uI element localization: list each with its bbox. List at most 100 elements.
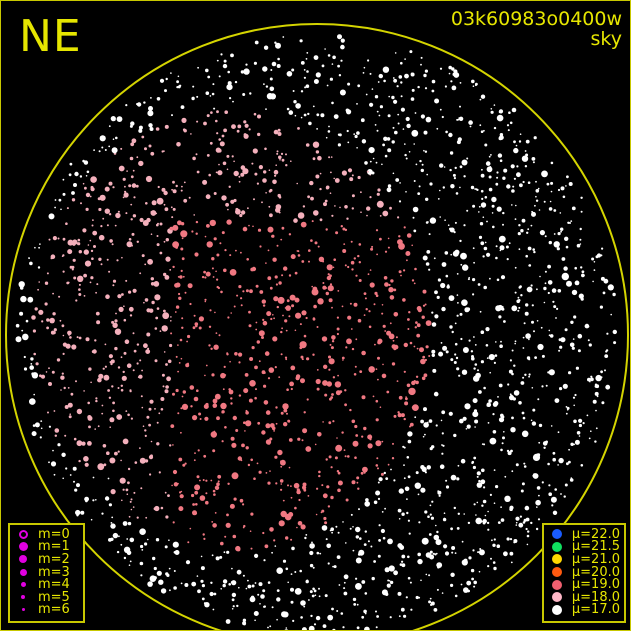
star	[75, 509, 81, 516]
star	[282, 36, 285, 38]
star	[229, 269, 237, 276]
star	[196, 475, 200, 479]
legend-row: m=5	[14, 590, 79, 605]
star	[242, 621, 247, 626]
star	[28, 257, 30, 260]
star	[276, 618, 278, 621]
star	[534, 356, 537, 359]
star	[400, 107, 405, 112]
star	[460, 337, 463, 341]
star	[114, 346, 118, 351]
star	[428, 419, 433, 423]
star	[160, 397, 165, 401]
legend-symbol-icon	[548, 592, 566, 603]
star	[147, 538, 149, 541]
star	[525, 333, 531, 339]
star	[392, 339, 395, 342]
star	[249, 92, 252, 95]
star	[245, 446, 249, 450]
star	[439, 163, 444, 168]
star	[230, 312, 232, 314]
star	[445, 350, 449, 354]
star	[243, 120, 247, 124]
star	[78, 250, 83, 254]
star	[550, 181, 554, 185]
star	[480, 189, 484, 193]
legend-symbol-icon	[548, 567, 566, 578]
star	[350, 513, 353, 516]
star	[120, 388, 124, 392]
star	[212, 276, 215, 278]
star	[463, 558, 468, 563]
star	[374, 95, 379, 99]
star	[305, 534, 308, 536]
star	[453, 231, 456, 234]
star	[305, 58, 308, 60]
star	[600, 376, 603, 379]
star	[159, 330, 162, 332]
star	[285, 305, 292, 311]
star	[114, 451, 118, 456]
star	[259, 245, 262, 248]
star	[210, 581, 213, 584]
star	[220, 372, 226, 379]
star	[444, 551, 450, 556]
star	[351, 174, 354, 177]
star	[293, 482, 300, 489]
star	[302, 428, 308, 434]
star	[357, 175, 361, 180]
star	[312, 286, 318, 292]
star	[557, 289, 562, 293]
star	[572, 396, 576, 399]
star	[170, 206, 173, 209]
star	[102, 217, 105, 220]
star	[100, 263, 103, 266]
star	[224, 426, 227, 429]
star	[262, 66, 268, 72]
star	[384, 282, 389, 287]
star	[526, 286, 533, 293]
star	[307, 495, 310, 497]
star	[216, 482, 220, 487]
star	[515, 463, 519, 467]
star	[87, 401, 90, 405]
star	[520, 489, 524, 493]
star	[397, 113, 400, 116]
star	[494, 354, 498, 357]
star	[163, 190, 168, 196]
star	[131, 183, 137, 188]
star	[405, 596, 408, 599]
star	[169, 343, 173, 348]
star	[466, 307, 471, 312]
star	[325, 287, 328, 289]
star	[468, 556, 472, 560]
star	[405, 157, 408, 160]
star	[178, 457, 183, 462]
star	[549, 200, 552, 203]
star	[297, 437, 301, 441]
star	[549, 334, 554, 338]
star	[329, 274, 332, 278]
star	[421, 315, 425, 319]
star	[249, 289, 253, 294]
star	[587, 339, 590, 342]
star	[397, 216, 400, 219]
star	[290, 600, 294, 604]
star	[376, 192, 380, 196]
star	[483, 285, 488, 290]
star	[276, 152, 279, 155]
star	[487, 422, 490, 424]
star	[149, 399, 154, 404]
star	[258, 470, 262, 474]
star	[130, 142, 135, 147]
star	[267, 249, 270, 252]
star	[441, 410, 446, 415]
star	[276, 150, 279, 153]
star	[157, 222, 159, 225]
star	[505, 245, 509, 249]
star	[269, 527, 274, 532]
star	[250, 267, 255, 272]
star	[507, 129, 510, 132]
star	[294, 114, 297, 117]
star	[202, 533, 205, 536]
